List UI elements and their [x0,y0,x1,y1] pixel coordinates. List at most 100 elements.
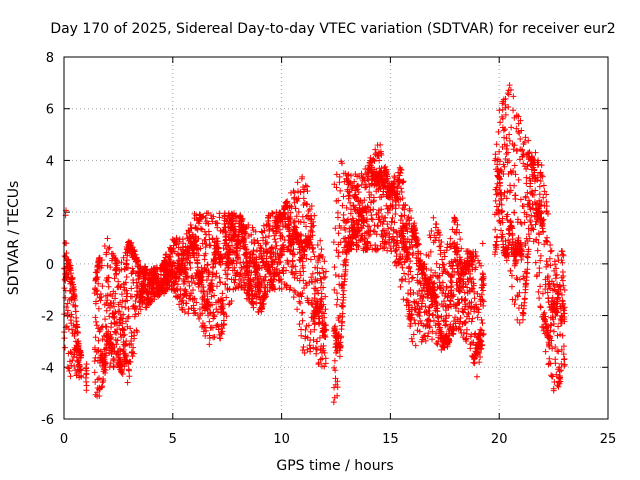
data-point [101,243,108,250]
data-point [437,247,444,254]
data-point [501,163,508,170]
data-point [343,204,350,211]
data-point [335,197,342,204]
data-point [177,285,184,292]
data-point [509,225,516,232]
data-point [479,287,486,294]
data-point [549,294,556,301]
data-point [321,258,328,265]
data-point [98,262,105,269]
data-point [290,294,297,301]
data-point [503,151,510,158]
data-point [213,270,220,277]
y-tick-label: 2 [46,206,54,221]
data-point [302,326,309,333]
data-point [516,319,523,326]
data-point [540,194,547,201]
data-point [300,219,307,226]
data-point [382,232,389,239]
data-point [207,280,214,287]
data-point [68,270,75,277]
data-point [314,259,321,266]
data-point [441,298,448,305]
data-point [503,135,510,142]
data-point [240,279,247,286]
data-point [363,183,370,190]
data-point [464,284,471,291]
data-point [511,162,518,169]
data-point [121,326,128,333]
data-point [105,245,112,252]
data-point [452,217,459,224]
data-point [68,311,75,318]
data-point [308,202,315,209]
data-point [116,354,123,361]
data-point [74,329,81,336]
data-point [355,237,362,244]
data-point [293,224,300,231]
data-point [475,309,482,316]
data-point [258,264,265,271]
data-point [492,248,499,255]
data-point [494,233,501,240]
data-point [128,285,135,292]
data-point [258,228,265,235]
data-point [425,330,432,337]
data-point [534,177,541,184]
data-point [186,282,193,289]
data-point [123,287,130,294]
data-point [384,221,391,228]
data-point [442,322,449,329]
data-point [462,318,469,325]
data-point [278,278,285,285]
data-point [214,220,221,227]
data-point [93,287,100,294]
data-point [478,291,485,298]
data-point [309,301,316,308]
data-point [337,342,344,349]
data-point [339,202,346,209]
data-point [297,272,304,279]
data-point [334,384,341,391]
data-point [406,264,413,271]
data-point [92,379,99,386]
data-point [358,170,365,177]
data-point [112,290,119,297]
y-tick-label: 0 [46,258,54,273]
data-point [522,193,529,200]
data-point [123,274,130,281]
data-point [66,367,73,374]
data-point [422,337,429,344]
data-point [539,290,546,297]
data-point [211,334,218,341]
data-point [231,279,238,286]
data-point [125,305,132,312]
data-point [284,198,291,205]
data-point [104,262,111,269]
data-point [322,293,329,300]
data-point [504,211,511,218]
data-point [438,282,445,289]
data-point [441,261,448,268]
data-point [125,313,132,320]
data-point [554,347,561,354]
data-point [358,181,365,188]
data-point [515,128,522,135]
data-point [273,242,280,249]
data-point [318,295,325,302]
data-point [370,197,377,204]
data-point [479,331,486,338]
data-point [542,237,549,244]
data-point [478,262,485,269]
data-point [506,157,513,164]
data-point [336,173,343,180]
data-point [377,242,384,249]
data-point [186,260,193,267]
data-point [379,213,386,220]
data-point [333,171,340,178]
data-point [92,334,99,341]
data-point [511,209,518,216]
data-point [406,278,413,285]
data-point [542,313,549,320]
chart-title: Day 170 of 2025, Sidereal Day-to-day VTE… [50,21,615,37]
